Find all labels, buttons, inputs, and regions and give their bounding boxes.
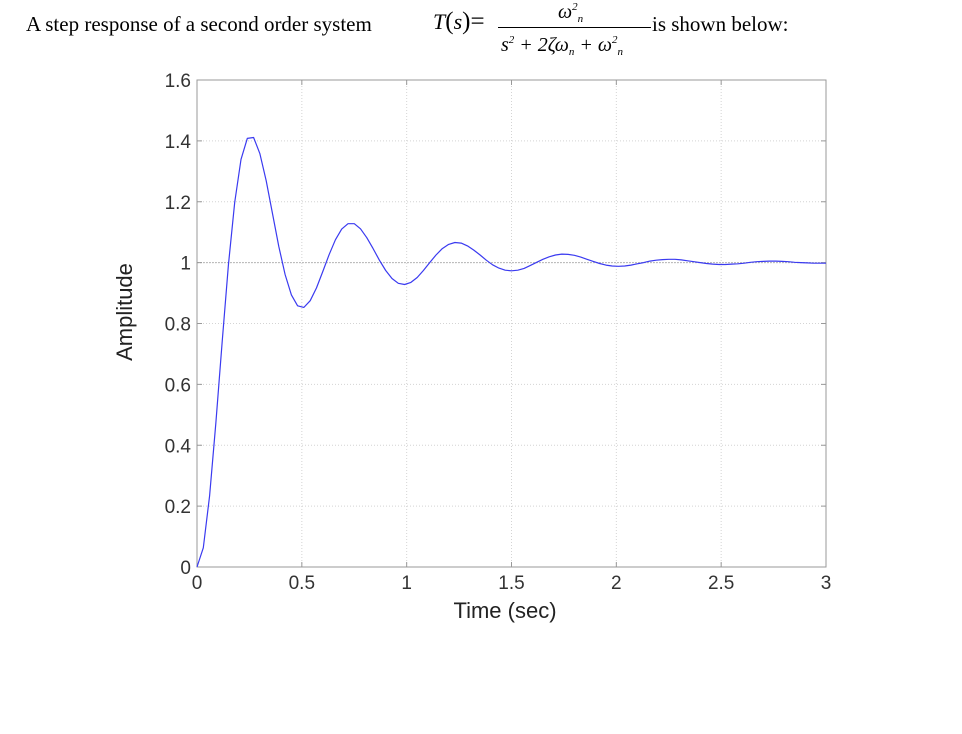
y-tick-label: 0.4 <box>165 436 192 457</box>
x-tick-label: 1 <box>401 573 412 594</box>
y-tick-label: 1.4 <box>165 132 192 153</box>
y-tick-label: 0 <box>180 558 191 579</box>
transfer-function-denominator: s2 + 2ζωn + ω2n <box>501 34 623 58</box>
statement-text-after: is shown below: <box>652 12 789 36</box>
x-tick-label: 1.5 <box>498 573 524 594</box>
y-tick-label: 0.6 <box>165 375 191 396</box>
y-axis-title: Amplitude <box>112 263 137 361</box>
y-tick-label: 1.2 <box>165 193 191 214</box>
x-axis-title: Time (sec) <box>453 598 556 623</box>
fraction-bar <box>498 27 651 28</box>
grid-layer <box>196 79 827 568</box>
x-tick-label: 2 <box>611 573 622 594</box>
y-tick-label: 1 <box>180 254 191 275</box>
x-tick-label: 2.5 <box>708 573 734 594</box>
transfer-function-numerator: ω2n <box>558 1 584 25</box>
y-tick-label: 0.8 <box>165 315 191 336</box>
ticks-layer: 0 0.5 1 1.5 2 2.5 3 0 0.2 0.4 0.6 0.8 1 1.2 1.4 1.6 <box>165 71 832 594</box>
series-layer <box>196 136 826 568</box>
x-tick-label: 3 <box>821 573 832 594</box>
x-tick-label: 0 <box>192 573 203 594</box>
step-response-line <box>196 136 826 568</box>
statement-text-before: A step response of a second order system <box>26 12 372 36</box>
transfer-function-name: T(s)= <box>433 8 485 35</box>
problem-statement: A step response of a second order system… <box>0 0 962 72</box>
y-tick-label: 0.2 <box>165 497 191 518</box>
x-tick-label: 0.5 <box>289 573 315 594</box>
y-tick-label: 1.6 <box>165 71 191 92</box>
